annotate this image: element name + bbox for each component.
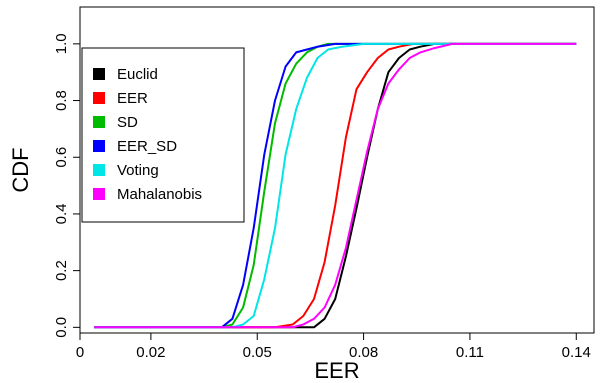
legend-swatch — [93, 68, 105, 80]
legend-swatch — [93, 188, 105, 200]
x-tick-label: 0 — [76, 344, 84, 361]
x-tick-label: 0.05 — [243, 344, 272, 361]
legend-label: EER — [117, 90, 148, 107]
x-tick-label: 0.11 — [456, 344, 484, 361]
legend-swatch — [93, 140, 105, 152]
series-line-euclid — [94, 42, 577, 329]
y-tick-label: 0.2 — [53, 260, 70, 281]
legend-label: Euclid — [117, 66, 158, 83]
legend-label: SD — [117, 114, 138, 131]
y-axis: 0.0 0.2 0.4 0.6 0.8 1.0 — [53, 33, 80, 338]
x-tick-label: 0.08 — [349, 344, 378, 361]
y-tick-label: 0.0 — [53, 317, 70, 338]
x-tick-label: 0.14 — [562, 344, 591, 361]
legend-swatch — [93, 92, 105, 104]
legend-label: EER_SD — [117, 138, 177, 155]
x-axis: 0 0.02 0.05 0.08 0.11 0.14 — [76, 333, 591, 361]
series-line-eer-sd — [94, 42, 577, 329]
series-lines — [94, 42, 577, 329]
legend: Euclid EER SD EER_SD Voting Mahalanobis — [81, 47, 245, 223]
y-tick-label: 0.6 — [53, 147, 70, 168]
y-tick-label: 0.8 — [53, 90, 70, 111]
legend-swatch — [93, 116, 105, 128]
y-axis-label: CDF — [8, 147, 33, 192]
series-line-eer — [94, 42, 577, 329]
plot-area-frame — [79, 6, 595, 334]
legend-swatch — [93, 164, 105, 176]
x-axis-label: EER — [314, 358, 359, 383]
legend-label: Mahalanobis — [117, 186, 202, 203]
series-line-voting — [94, 42, 577, 329]
legend-label: Voting — [117, 162, 159, 179]
y-tick-label: 1.0 — [53, 33, 70, 54]
x-tick-label: 0.02 — [136, 344, 165, 361]
y-tick-label: 0.4 — [53, 204, 70, 225]
legend-box — [81, 47, 245, 223]
series-line-mahalanobis — [94, 42, 577, 329]
